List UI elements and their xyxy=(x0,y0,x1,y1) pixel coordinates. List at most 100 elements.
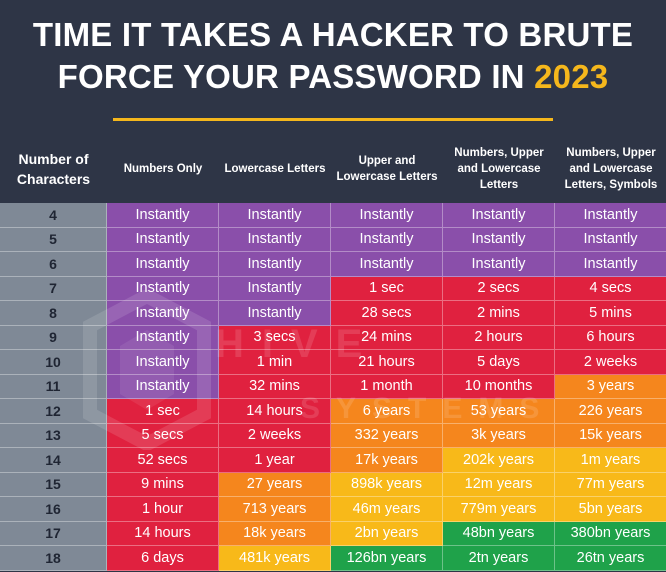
table-cell: Instantly xyxy=(107,301,219,326)
title-year: 2023 xyxy=(534,58,609,95)
table-cell: 2 secs xyxy=(443,276,555,301)
table-cell: Instantly xyxy=(331,252,443,277)
table-cell: 1 sec xyxy=(331,276,443,301)
table-cell: 1 year xyxy=(219,448,331,473)
table-cell: 1 hour xyxy=(107,497,219,522)
table-cell: 6 years xyxy=(331,399,443,424)
row-header-characters: 5 xyxy=(0,227,107,252)
table-cell: 2 weeks xyxy=(219,423,331,448)
table-cell: 32 mins xyxy=(219,374,331,399)
table-cell: 5 mins xyxy=(555,301,666,326)
row-header-characters: 17 xyxy=(0,521,107,546)
row-header-characters: 7 xyxy=(0,276,107,301)
table-cell: 898k years xyxy=(331,472,443,497)
table-cell: 779m years xyxy=(443,497,555,522)
table-cell: Instantly xyxy=(107,276,219,301)
table-cell: 77m years xyxy=(555,472,666,497)
table-cell: 24 mins xyxy=(331,325,443,350)
table-cell: 12m years xyxy=(443,472,555,497)
title-line-2: FORCE YOUR PASSWORD IN 2023 xyxy=(0,56,666,98)
table-cell: 3k years xyxy=(443,423,555,448)
table-cell: 2 hours xyxy=(443,325,555,350)
table-cell: Instantly xyxy=(219,203,331,228)
header-lowercase-letters: Lowercase Letters xyxy=(224,163,326,175)
table-cell: 9 mins xyxy=(107,472,219,497)
table-cell: 21 hours xyxy=(331,350,443,375)
table-cell: 332 years xyxy=(331,423,443,448)
row-header-characters: 10 xyxy=(0,350,107,375)
row-header-characters: 6 xyxy=(0,252,107,277)
row-header-characters: 15 xyxy=(0,472,107,497)
page-title: TIME IT TAKES A HACKER TO BRUTE FORCE YO… xyxy=(0,14,666,98)
row-header-characters: 14 xyxy=(0,448,107,473)
table-cell: 4 secs xyxy=(555,276,666,301)
table-cell: 52 secs xyxy=(107,448,219,473)
row-header-characters: 12 xyxy=(0,399,107,424)
table-cell: Instantly xyxy=(107,325,219,350)
row-header-characters: 9 xyxy=(0,325,107,350)
title-line-1: TIME IT TAKES A HACKER TO BRUTE xyxy=(32,16,634,53)
table-cell: 126bn years xyxy=(331,546,443,571)
password-table: 4 Instantly Instantly Instantly Instantly Ins… xyxy=(0,203,666,571)
table-cell: Instantly xyxy=(555,227,666,252)
table-cell: Instantly xyxy=(219,227,331,252)
title-line-2-text: FORCE YOUR PASSWORD IN xyxy=(57,58,535,95)
table-cell: 26tn years xyxy=(555,546,666,571)
table-cell: Instantly xyxy=(331,203,443,228)
table-cell: 1m years xyxy=(555,448,666,473)
table-cell: Instantly xyxy=(219,301,331,326)
table-cell: 27 years xyxy=(219,472,331,497)
table-cell: 17k years xyxy=(331,448,443,473)
table-cell: 3 years xyxy=(555,374,666,399)
table-cell: 5 days xyxy=(443,350,555,375)
table-cell: 14 hours xyxy=(219,399,331,424)
table-cell: 5bn years xyxy=(555,497,666,522)
table-cell: 3 secs xyxy=(219,325,331,350)
table-cell: Instantly xyxy=(331,227,443,252)
table-cell: 481k years xyxy=(219,546,331,571)
header-number-of-characters: Number of Characters xyxy=(16,151,91,187)
header-numbers-only: Numbers Only xyxy=(123,163,203,175)
row-header-characters: 4 xyxy=(0,203,107,228)
table-cell: 713 years xyxy=(219,497,331,522)
header-numbers-upper-lowercase: Numbers, Upper and Lowercase Letters xyxy=(454,147,544,191)
table-cell: Instantly xyxy=(443,227,555,252)
table-cell: Instantly xyxy=(443,252,555,277)
row-header-characters: 16 xyxy=(0,497,107,522)
table-cell: 28 secs xyxy=(331,301,443,326)
table-cell: 46m years xyxy=(331,497,443,522)
table-cell: 6 days xyxy=(107,546,219,571)
table-cell: Instantly xyxy=(107,203,219,228)
title-underline xyxy=(113,118,553,121)
table-cell: Instantly xyxy=(219,252,331,277)
table-cell: 2bn years xyxy=(331,521,443,546)
table-cell: Instantly xyxy=(555,203,666,228)
table-cell: 1 sec xyxy=(107,399,219,424)
table-cell: Instantly xyxy=(219,276,331,301)
table-cell: 380bn years xyxy=(555,521,666,546)
row-header-characters: 11 xyxy=(0,374,107,399)
table-cell: 2 weeks xyxy=(555,350,666,375)
table-cell: Instantly xyxy=(555,252,666,277)
table-cell: 14 hours xyxy=(107,521,219,546)
table-header: Number of Characters Numbers Only Lowerc… xyxy=(0,136,666,202)
table-cell: 18k years xyxy=(219,521,331,546)
row-header-characters: 8 xyxy=(0,301,107,326)
table-cell: 6 hours xyxy=(555,325,666,350)
header-numbers-upper-lowercase-symbols: Numbers, Upper and Lowercase Letters, Sy… xyxy=(564,147,658,191)
table-cell: 202k years xyxy=(443,448,555,473)
table-cell: Instantly xyxy=(443,203,555,228)
table-cell: 5 secs xyxy=(107,423,219,448)
table-cell: 2 mins xyxy=(443,301,555,326)
table-cell: Instantly xyxy=(107,252,219,277)
table-cell: 53 years xyxy=(443,399,555,424)
table-cell: 1 month xyxy=(331,374,443,399)
table-cell: Instantly xyxy=(107,227,219,252)
table-cell: 1 min xyxy=(219,350,331,375)
table-cell: Instantly xyxy=(107,374,219,399)
table-cell: 2tn years xyxy=(443,546,555,571)
table-cell: 15k years xyxy=(555,423,666,448)
header-upper-lowercase: Upper and Lowercase Letters xyxy=(336,155,438,183)
table-cell: 10 months xyxy=(443,374,555,399)
